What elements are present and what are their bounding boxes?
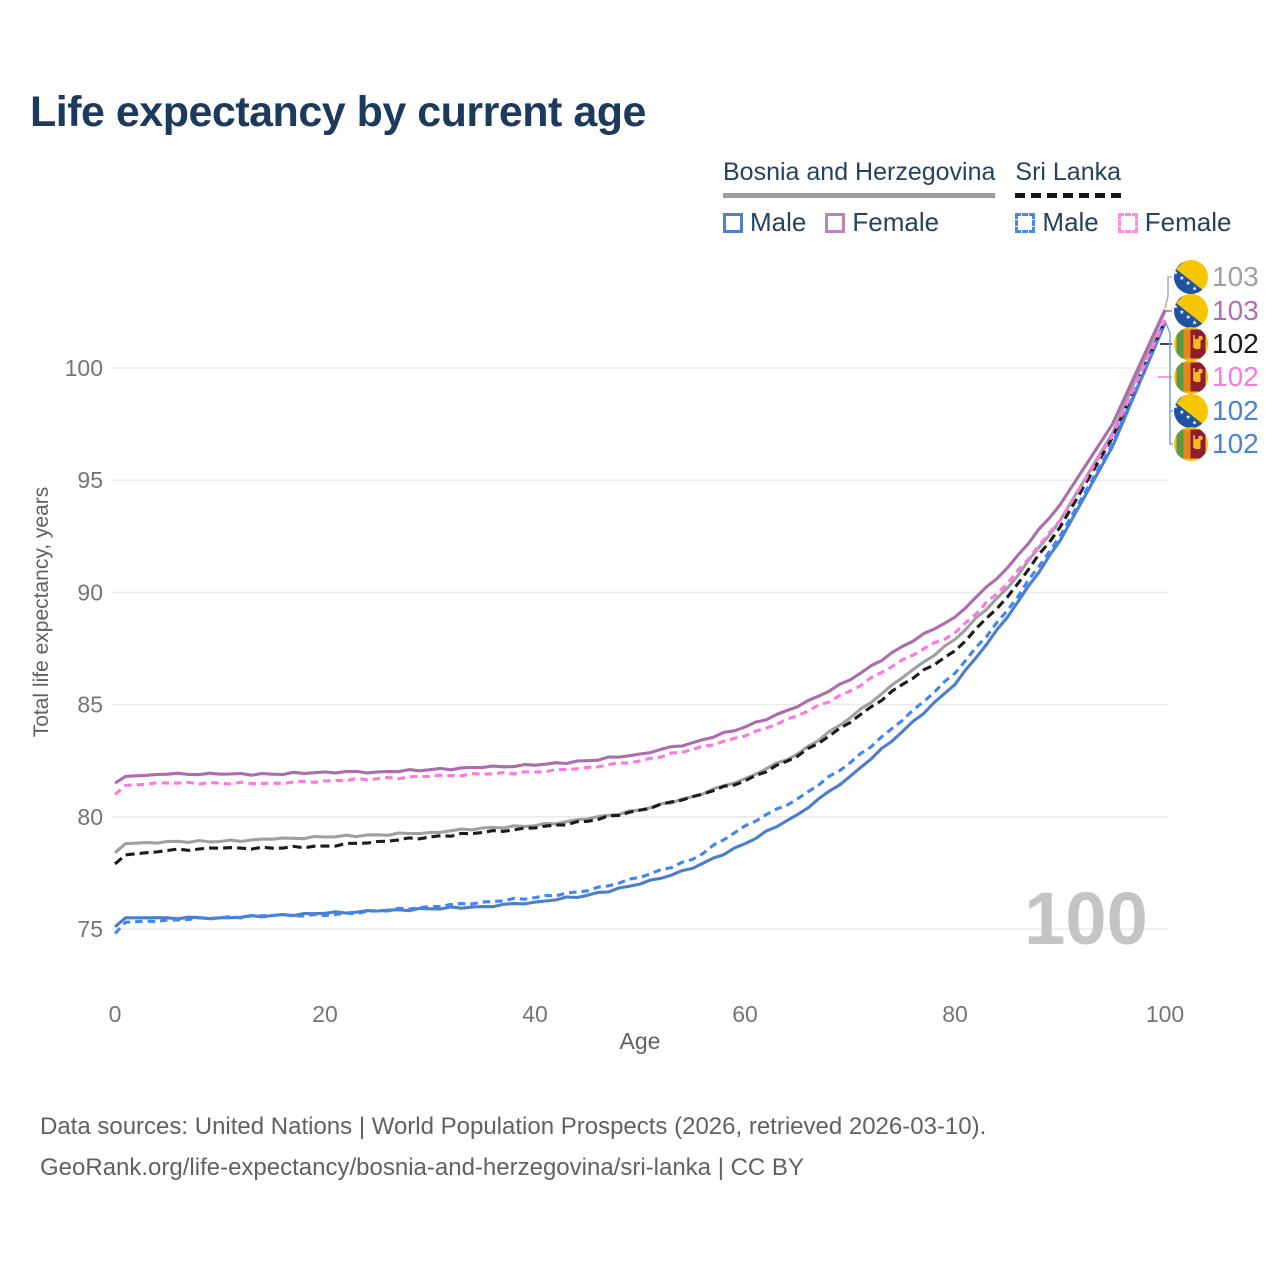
sri-lanka-flag-icon — [1174, 327, 1208, 361]
sri-lanka-flag-icon — [1174, 360, 1208, 394]
footer-data-sources: Data sources: United Nations | World Pop… — [40, 1113, 987, 1140]
y-tick-label: 75 — [77, 916, 103, 942]
y-tick-label: 85 — [77, 692, 103, 718]
x-axis-title: Age — [620, 1028, 661, 1054]
series-line-bih-total[interactable] — [113, 310, 1167, 854]
y-tick-label: 90 — [77, 579, 103, 605]
legend-item-bih-male[interactable]: Male — [723, 207, 806, 238]
legend-item-label: Female — [1144, 207, 1232, 237]
legend-item-bih-female[interactable]: Female — [825, 207, 939, 238]
legend: Bosnia and Herzegovina Male Female Sri L… — [723, 158, 1231, 238]
series-line-sl-total[interactable] — [113, 320, 1167, 866]
sl-male-swatch-icon — [1015, 212, 1036, 233]
y-tick-label: 80 — [77, 804, 103, 830]
svg-text:★: ★ — [1186, 414, 1191, 421]
end-label-sl-male: 102 — [1174, 427, 1259, 461]
legend-country-sri-lanka[interactable]: Sri Lanka — [1015, 158, 1122, 198]
svg-text:★: ★ — [1173, 304, 1178, 311]
svg-text:★: ★ — [1186, 280, 1191, 287]
end-label-value: 102 — [1212, 361, 1259, 392]
end-label-value: 103 — [1212, 295, 1259, 326]
footer-url: GeoRank.org/life-expectancy/bosnia-and-h… — [40, 1154, 804, 1181]
life-expectancy-chart[interactable]: 75 80 85 90 95 100 0 20 40 60 80 100 Total life expe… — [0, 0, 1280, 1090]
end-label-sl-female: 102 — [1174, 360, 1259, 394]
svg-text:★: ★ — [1173, 270, 1178, 277]
legend-item-sl-male[interactable]: Male — [1015, 207, 1099, 238]
svg-text:★: ★ — [1173, 404, 1178, 411]
y-axis-title: Total life expectancy, years — [30, 487, 53, 738]
gridlines: 75 80 85 90 95 100 0 20 40 60 80 100 — [65, 355, 1185, 1027]
bih-female-swatch-icon — [825, 212, 846, 233]
legend-group-sri-lanka: Sri Lanka Male Female — [1015, 158, 1231, 238]
series-line-sl-female[interactable] — [113, 319, 1167, 796]
age-watermark: 100 — [1024, 877, 1147, 960]
end-label-value: 102 — [1212, 428, 1259, 459]
series-line-sl-male[interactable] — [113, 321, 1167, 935]
bih-male-swatch-icon — [723, 212, 743, 233]
y-tick-label: 100 — [65, 355, 103, 381]
end-label-bih-total: ★★★★★103 — [1173, 260, 1259, 294]
x-tick-label: 40 — [522, 1001, 548, 1027]
x-tick-label: 0 — [109, 1001, 122, 1027]
end-label-bih-female: ★★★★★103 — [1173, 294, 1259, 328]
sri-lanka-flag-icon — [1174, 427, 1208, 461]
svg-text:★: ★ — [1179, 275, 1184, 282]
x-tick-label: 20 — [312, 1001, 338, 1027]
svg-text:★: ★ — [1192, 319, 1197, 326]
sl-female-swatch-icon — [1117, 212, 1138, 233]
svg-text:★: ★ — [1192, 285, 1197, 292]
series-line-bih-female[interactable] — [114, 309, 1167, 785]
svg-text:★: ★ — [1179, 309, 1184, 316]
end-label-sl-total: 102 — [1174, 327, 1259, 361]
end-label-value: 102 — [1212, 395, 1259, 426]
x-tick-label: 60 — [732, 1001, 758, 1027]
end-label-value: 103 — [1212, 261, 1259, 292]
legend-item-sl-female[interactable]: Female — [1117, 207, 1232, 238]
series-line-bih-male[interactable] — [113, 322, 1167, 928]
bosnia-and-herzegovina-flag-icon: ★★★★★ — [1173, 260, 1208, 294]
svg-text:★: ★ — [1186, 314, 1191, 321]
svg-text:★: ★ — [1192, 419, 1197, 426]
page-title: Life expectancy by current age — [30, 88, 646, 136]
end-label-connectors — [1158, 276, 1173, 445]
end-label-bih-male: ★★★★★102 — [1173, 394, 1259, 428]
bosnia-and-herzegovina-flag-icon: ★★★★★ — [1173, 294, 1208, 328]
x-tick-label: 80 — [942, 1001, 968, 1027]
legend-item-label: Male — [750, 207, 807, 237]
x-tick-label: 100 — [1146, 1001, 1184, 1027]
legend-item-label: Male — [1042, 207, 1099, 237]
bosnia-and-herzegovina-flag-icon: ★★★★★ — [1173, 394, 1208, 428]
legend-country-bosnia-and-herzegovina[interactable]: Bosnia and Herzegovina — [723, 158, 996, 198]
footer: Data sources: United Nations | World Pop… — [40, 1106, 986, 1188]
legend-item-label: Female — [852, 207, 940, 237]
y-tick-label: 95 — [77, 467, 103, 493]
legend-group-bosnia-and-herzegovina: Bosnia and Herzegovina Male Female — [723, 158, 996, 238]
svg-text:★: ★ — [1179, 409, 1184, 416]
end-label-value: 102 — [1212, 328, 1259, 359]
